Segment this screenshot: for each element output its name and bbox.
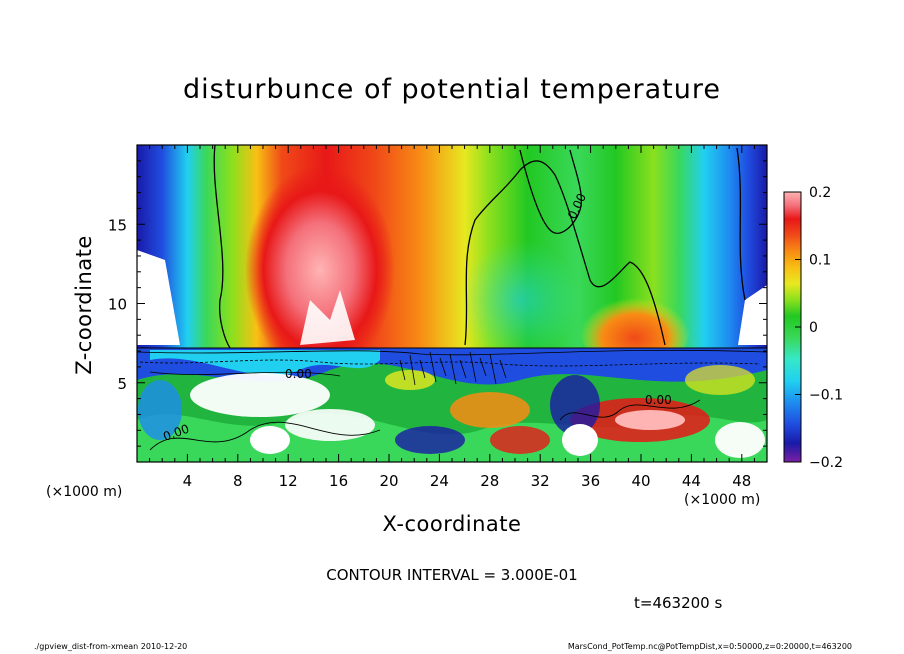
chart-title: disturbunce of potential temperature [183,74,721,105]
y-tick-label: 5 [117,375,127,393]
y-tick-label: 15 [108,216,127,234]
x-tick-label: 8 [233,472,243,490]
white-core-patch [300,290,355,345]
x-unit-label-left: (×1000 m) [46,484,123,500]
time-label: t=463200 s [634,594,723,612]
x-tick-label: 44 [682,472,701,490]
colorbar-tick-label: −0.2 [809,455,843,471]
warm-anomaly-core [245,165,395,375]
x-tick-label: 12 [279,472,298,490]
contour-interval-label: CONTOUR INTERVAL = 3.000E-01 [326,566,578,584]
footer-left-text: ./gpview_dist-from-xmean 2010-12-20 [34,642,188,651]
x-tick-label: 32 [531,472,550,490]
heatmap-field [137,145,767,462]
colorbar-tick-label: 0 [809,320,818,336]
footer-right-text: MarsCond_PotTemp.nc@PotTempDist,x=0:5000… [567,642,852,651]
x-axis-ticks: 4 8 12 16 20 24 28 32 36 40 44 48 [149,145,755,490]
colorbar-tick-label: −0.1 [809,388,843,404]
colorbar-tick-label: 0.2 [809,185,831,201]
x-tick-label: 40 [631,472,650,490]
x-tick-label: 24 [430,472,449,490]
contour-label: 0.00 [285,367,312,381]
y-axis-ticks: 5 10 15 [108,160,767,447]
contour-label: 0.00 [645,393,672,407]
x-tick-label: 4 [183,472,193,490]
x-tick-label: 48 [732,472,751,490]
white-right-region [738,285,767,345]
x-tick-label: 28 [480,472,499,490]
white-left-region [137,250,180,345]
x-unit-label-right: (×1000 m) [684,492,761,508]
colorbar-tick-label: 0.1 [809,253,831,269]
cool-anomaly-center [460,240,580,360]
x-tick-label: 36 [581,472,600,490]
y-tick-label: 10 [108,296,127,314]
x-tick-label: 16 [329,472,348,490]
x-tick-label: 20 [379,472,398,490]
colorbar-ticks: 0.2 0.1 0 −0.1 −0.2 [795,185,843,471]
x-axis-label: X-coordinate [382,512,522,536]
